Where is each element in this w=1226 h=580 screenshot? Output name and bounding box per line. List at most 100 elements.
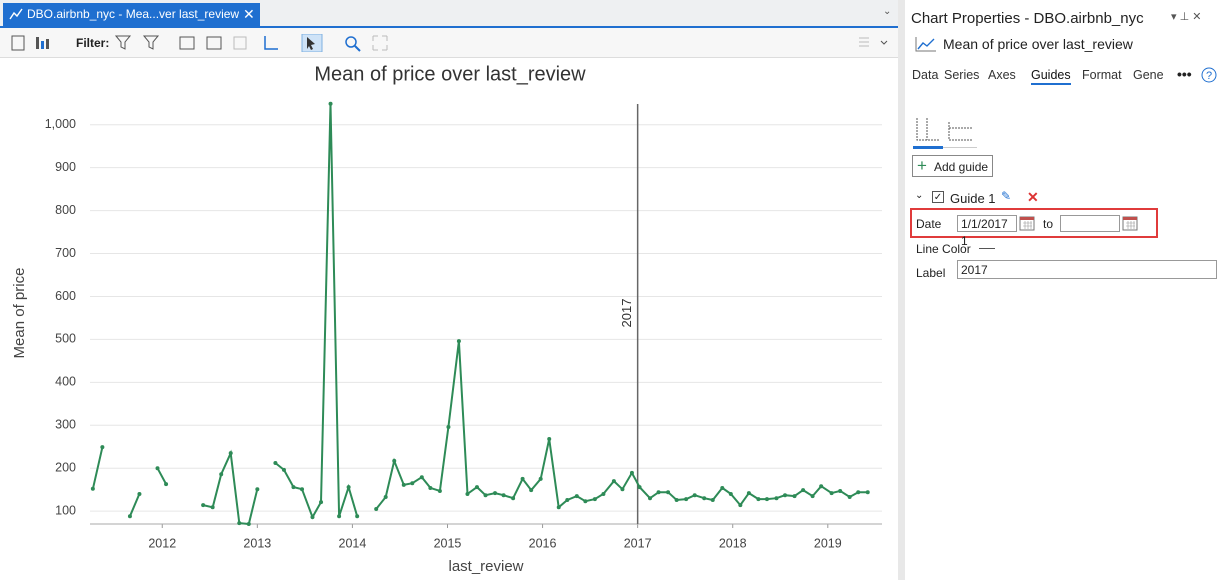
data-point (428, 485, 433, 490)
calendar-icon[interactable] (1019, 215, 1035, 231)
data-point (829, 491, 834, 496)
properties-panel: Chart Properties - DBO.airbnb_nyc ▾ ⊥ ✕ … (905, 0, 1226, 580)
data-point (702, 496, 707, 501)
date-from-input[interactable]: 1/1/2017 1 (957, 215, 1017, 248)
data-point (155, 466, 160, 471)
data-point (337, 514, 342, 519)
toolbar-icons (115, 34, 388, 52)
y-tick-label: 700 (55, 246, 76, 260)
data-point (246, 522, 251, 526)
tab-menu[interactable]: ⌄ (883, 6, 892, 17)
data-point (565, 497, 570, 502)
collapse-toggle[interactable]: ⌄ (915, 190, 924, 201)
chart-icon (915, 37, 936, 52)
panel-tab[interactable]: Data (912, 68, 939, 82)
data-point (728, 491, 733, 496)
data-point (346, 485, 351, 490)
guide-label: 2017 (619, 299, 634, 328)
data-point (810, 494, 815, 499)
data-point (228, 451, 233, 456)
data-point (756, 497, 761, 502)
panel-controls[interactable]: ▾ ⊥ ✕ (1171, 11, 1202, 23)
edit-icon[interactable]: ✎ (1001, 189, 1012, 203)
tab-icon (9, 8, 23, 20)
calendar-icon[interactable] (1122, 215, 1138, 231)
data-point (674, 497, 679, 502)
data-point (383, 494, 388, 499)
data-point (838, 488, 843, 493)
tab[interactable]: DBO.airbnb_nyc - Mea...ver last_review ✕ (3, 3, 260, 26)
y-axis-label: Mean of price (11, 268, 28, 359)
data-point (764, 497, 769, 502)
more-tabs[interactable]: ••• (1177, 66, 1192, 82)
data-point (684, 497, 689, 502)
data-point (601, 491, 606, 496)
panel-tab[interactable]: Format (1082, 68, 1122, 82)
filter-label: Filter: (76, 36, 110, 50)
data-point (783, 493, 788, 498)
x-tick-label: 2012 (148, 536, 176, 550)
data-point (446, 424, 451, 429)
x-tick-label: 2017 (624, 536, 652, 550)
panel-tab[interactable]: Series (944, 68, 980, 82)
x-tick-label: 2014 (339, 536, 367, 550)
chart: Mean of price over last_review Mean of p… (11, 63, 882, 575)
y-tick-label: 400 (55, 375, 76, 389)
panel-tab[interactable]: Axes (988, 68, 1016, 82)
x-tick-label: 2018 (719, 536, 747, 550)
y-tick-label: 100 (55, 503, 76, 517)
add-guide-label: Add guide (934, 160, 989, 174)
panel-tab[interactable]: Gene (1133, 68, 1164, 82)
guide-name: Guide 1 (950, 191, 996, 206)
data-point (410, 481, 415, 486)
chart-name: Mean of price over last_review (943, 36, 1133, 52)
add-guide-button[interactable]: + Add guide (912, 155, 993, 177)
to-label: to (1043, 217, 1054, 231)
data-point (127, 514, 132, 519)
svg-text:?: ? (1206, 70, 1212, 82)
tab-title: DBO.airbnb_nyc - Mea...ver last_review (27, 7, 240, 21)
guide-checkbox[interactable]: ✓ (932, 191, 944, 203)
guide-type-icons[interactable] (913, 114, 977, 150)
data-point (456, 339, 461, 344)
data-point (255, 487, 260, 492)
date-to-input[interactable] (1060, 215, 1120, 232)
tab-close[interactable]: ✕ (243, 6, 255, 22)
data-point (328, 101, 333, 106)
data-point (819, 484, 824, 489)
line-color-swatch[interactable] (979, 248, 995, 249)
data-point (319, 500, 324, 505)
data-point (310, 515, 315, 520)
data-point (774, 496, 779, 501)
data-point (392, 458, 397, 463)
data-point (401, 482, 406, 487)
y-tick-label: 800 (55, 203, 76, 217)
data-point (137, 491, 142, 496)
x-axis-label: last_review (448, 558, 523, 575)
data-point (620, 487, 625, 492)
data-point (437, 488, 442, 493)
delete-icon[interactable]: ✕ (1027, 189, 1039, 205)
data-point (856, 490, 861, 495)
panel-title: Chart Properties - DBO.airbnb_nyc (911, 10, 1144, 27)
help-icon[interactable]: ? (1201, 67, 1217, 83)
panel-tab[interactable]: Guides (1031, 68, 1071, 85)
data-point (529, 488, 534, 493)
data-point (656, 490, 661, 495)
x-tick-label: 2013 (243, 536, 271, 550)
line-color-label: Line Color (916, 242, 971, 256)
label-input[interactable]: 2017 (957, 260, 1217, 279)
data-point (493, 491, 498, 496)
data-point (164, 482, 169, 487)
splitter[interactable] (898, 0, 905, 580)
y-tick-label: 500 (55, 332, 76, 346)
y-tick-label: 600 (55, 289, 76, 303)
data-point (300, 487, 305, 492)
x-tick-label: 2016 (529, 536, 557, 550)
data-point (746, 491, 751, 496)
x-tick-label: 2019 (814, 536, 842, 550)
data-point (611, 479, 616, 484)
data-point (511, 496, 516, 501)
y-tick-label: 1,000 (45, 117, 76, 131)
toolbar-menu[interactable] (858, 36, 888, 50)
